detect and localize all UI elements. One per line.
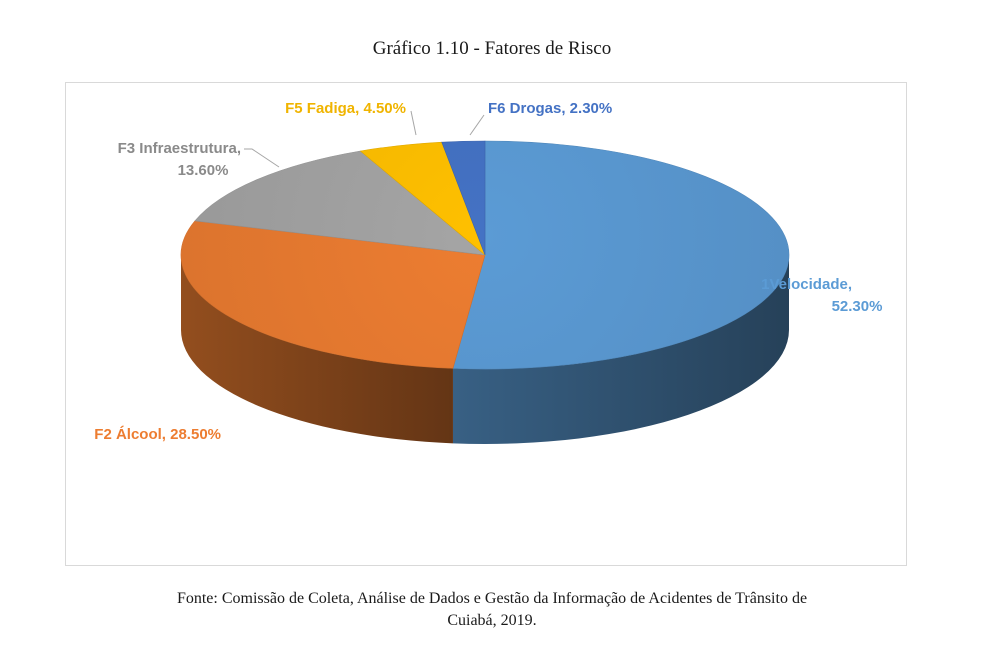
leader-line-3	[410, 110, 417, 136]
pie-side-0	[452, 255, 789, 444]
leader-line-4	[469, 114, 485, 136]
data-label-4: F6 Drogas, 2.30%	[488, 100, 612, 117]
pie-slice-f6-drogas	[441, 140, 486, 256]
source-line-1: Fonte: Comissão de Coleta, Análise de Da…	[176, 590, 808, 607]
leader-line-2	[244, 148, 280, 168]
chart-area: 1Velocidade, 52.30% F2 Álcool, 28.50% F3 In…	[65, 82, 907, 566]
pie-slice-f1velocidade	[452, 140, 790, 370]
data-label-3: F5 Fadiga, 4.50%	[285, 100, 406, 117]
data-label-0: 1Velocidade, 52.30%	[761, 276, 882, 315]
chart-title: Gráfico 1.10 - Fatores de Risco	[372, 38, 612, 59]
pie-slice-f3-infraestrutura	[194, 150, 486, 256]
data-label-1: F2 Álcool, 28.50%	[94, 426, 221, 443]
source-line-2: Cuiabá, 2019.	[447, 612, 537, 629]
source-note: Fonte: Comissão de Coleta, Análise de Da…	[60, 588, 924, 632]
pie-slice-f2-lcool	[180, 220, 486, 369]
pie-side-1	[181, 255, 453, 444]
pie-chart: 1Velocidade, 52.30% F2 Álcool, 28.50% F3 In…	[94, 100, 882, 444]
data-label-2: F3 Infraestrutura, 13.60%	[118, 140, 241, 179]
